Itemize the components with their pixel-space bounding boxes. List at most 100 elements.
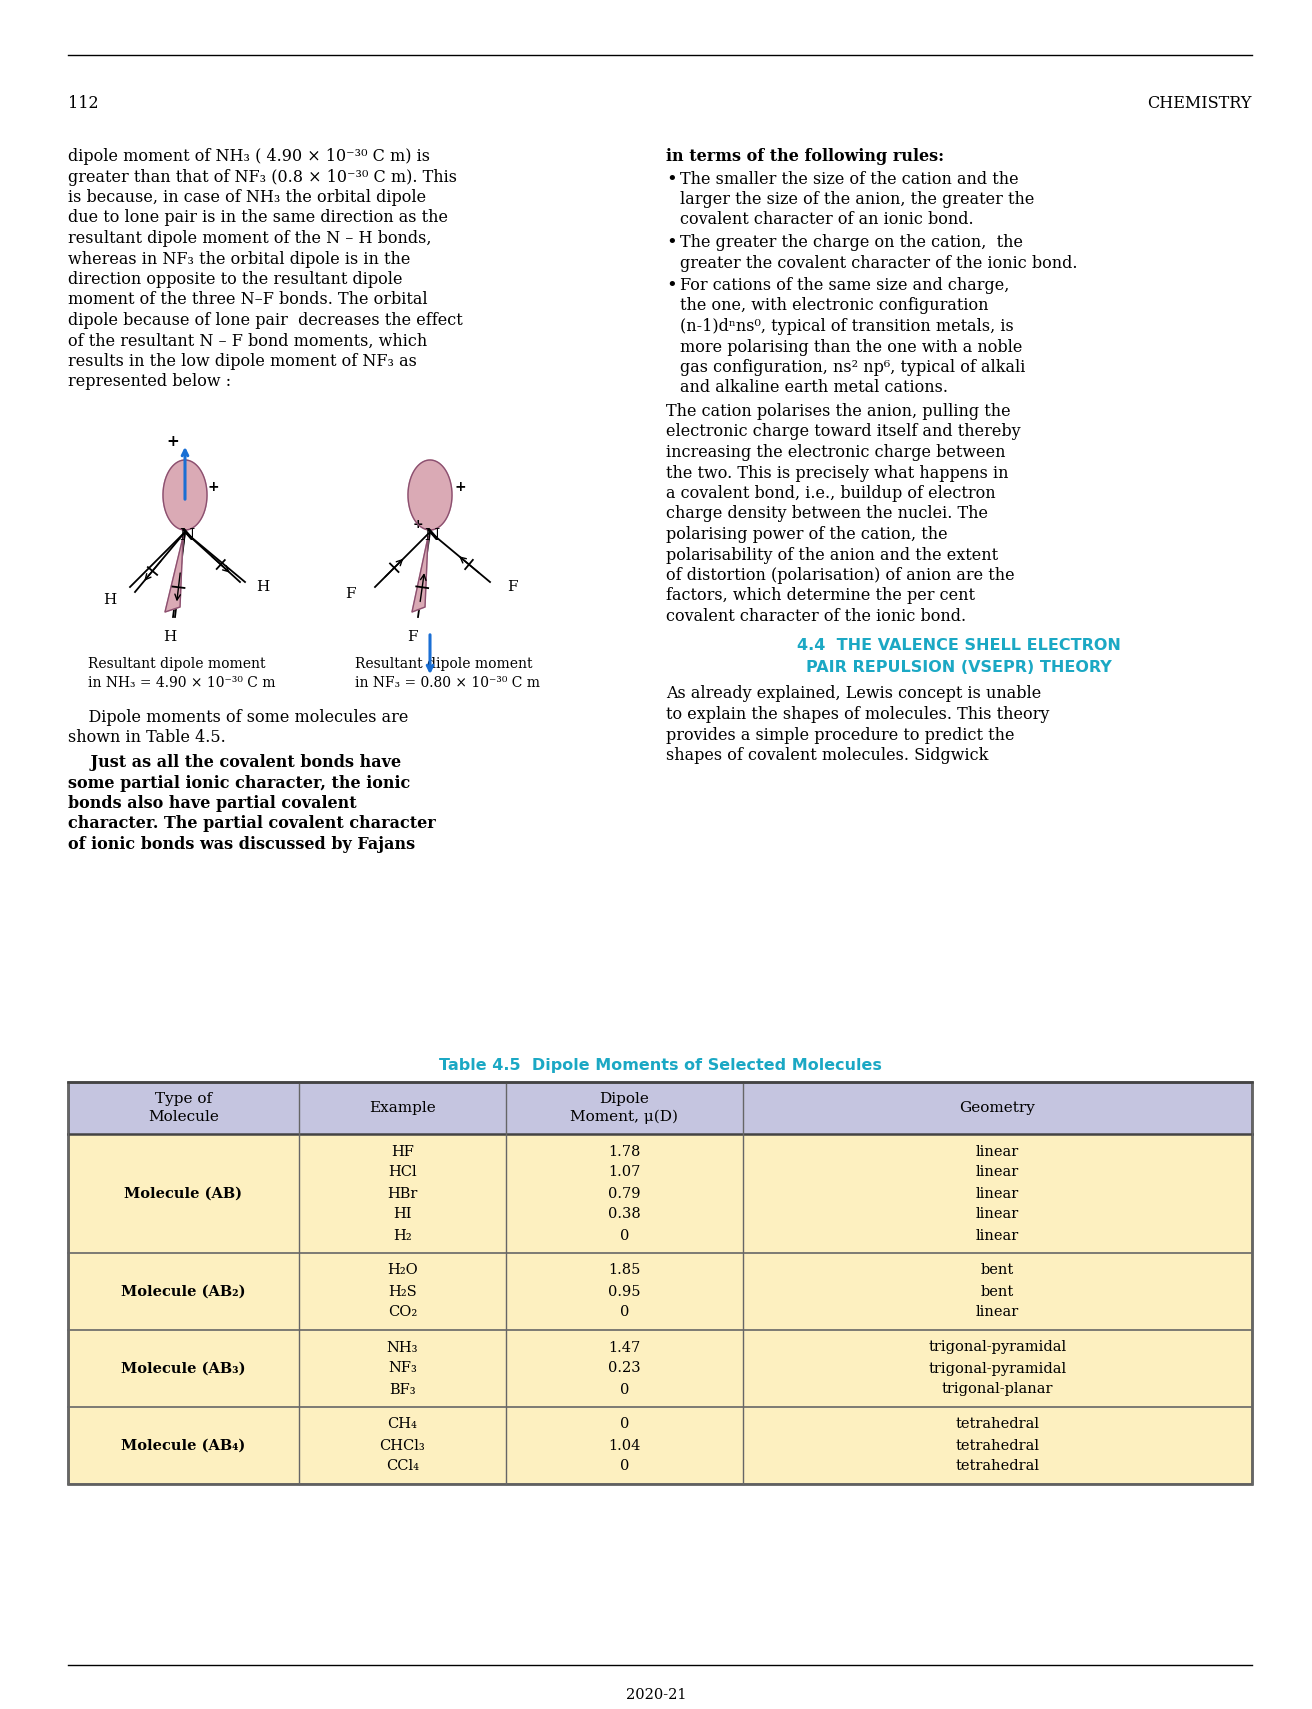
Text: 0: 0: [619, 1229, 630, 1242]
Text: larger the size of the anion, the greater the: larger the size of the anion, the greate…: [680, 191, 1034, 208]
Polygon shape: [412, 537, 428, 612]
Text: N: N: [425, 528, 440, 545]
Text: CHCl₃: CHCl₃: [379, 1439, 425, 1453]
Text: direction opposite to the resultant dipole: direction opposite to the resultant dipo…: [68, 272, 403, 289]
Text: a covalent bond, i.e., buildup of electron: a covalent bond, i.e., buildup of electr…: [666, 485, 996, 502]
Text: 1.47: 1.47: [609, 1340, 640, 1355]
Text: moment of the three N–F bonds. The orbital: moment of the three N–F bonds. The orbit…: [68, 292, 428, 309]
Text: CH₄: CH₄: [387, 1417, 417, 1432]
Text: +: +: [454, 480, 466, 494]
Text: linear: linear: [976, 1186, 1019, 1200]
Text: provides a simple procedure to predict the: provides a simple procedure to predict t…: [666, 726, 1014, 743]
Text: in terms of the following rules:: in terms of the following rules:: [666, 149, 945, 166]
Text: 4.4  THE VALENCE SHELL ELECTRON: 4.4 THE VALENCE SHELL ELECTRON: [798, 639, 1120, 653]
Text: Molecule (AB₄): Molecule (AB₄): [121, 1439, 245, 1453]
Text: shapes of covalent molecules. Sidgwick: shapes of covalent molecules. Sidgwick: [666, 747, 988, 764]
Text: to explain the shapes of molecules. This theory: to explain the shapes of molecules. This…: [666, 706, 1050, 723]
Text: F: F: [506, 579, 517, 595]
Text: polarising power of the cation, the: polarising power of the cation, the: [666, 526, 947, 543]
Text: CCl₄: CCl₄: [386, 1459, 419, 1473]
Text: Resultant dipole moment: Resultant dipole moment: [356, 656, 533, 672]
Text: Dipole moments of some molecules are: Dipole moments of some molecules are: [68, 709, 408, 726]
Text: HCl: HCl: [388, 1166, 417, 1179]
Text: character. The partial covalent character: character. The partial covalent characte…: [68, 815, 436, 832]
Text: 0: 0: [619, 1383, 630, 1396]
Text: trigonal-pyramidal: trigonal-pyramidal: [929, 1362, 1067, 1376]
Text: in NH₃ = 4.90 × 10⁻³⁰ C m: in NH₃ = 4.90 × 10⁻³⁰ C m: [88, 677, 276, 690]
Polygon shape: [408, 460, 453, 530]
Bar: [68, 1253, 1252, 1330]
Text: 1.78: 1.78: [609, 1145, 640, 1159]
Text: bent: bent: [981, 1285, 1014, 1299]
Text: +: +: [207, 480, 219, 494]
Text: results in the low dipole moment of NF₃ as: results in the low dipole moment of NF₃ …: [68, 354, 417, 371]
Text: trigonal-planar: trigonal-planar: [942, 1383, 1054, 1396]
Text: covalent character of the ionic bond.: covalent character of the ionic bond.: [666, 608, 966, 625]
Text: NF₃: NF₃: [388, 1362, 417, 1376]
Text: NH₃: NH₃: [387, 1340, 419, 1355]
Text: BF₃: BF₃: [390, 1383, 416, 1396]
Text: linear: linear: [976, 1166, 1019, 1179]
Text: some partial ionic character, the ionic: some partial ionic character, the ionic: [68, 774, 411, 791]
Bar: [68, 1082, 1252, 1483]
Text: covalent character of an ionic bond.: covalent character of an ionic bond.: [680, 212, 974, 229]
Text: charge density between the nuclei. The: charge density between the nuclei. The: [666, 506, 988, 523]
Text: 0.23: 0.23: [609, 1362, 640, 1376]
Text: 112: 112: [68, 96, 98, 113]
Text: factors, which determine the per cent: factors, which determine the per cent: [666, 588, 975, 605]
Text: Type of
Molecule: Type of Molecule: [148, 1092, 219, 1123]
Text: electronic charge toward itself and thereby: electronic charge toward itself and ther…: [666, 424, 1021, 441]
Text: For cations of the same size and charge,: For cations of the same size and charge,: [680, 277, 1009, 294]
Text: PAIR REPULSION (VSEPR) THEORY: PAIR REPULSION (VSEPR) THEORY: [806, 660, 1111, 675]
Text: 0.79: 0.79: [609, 1186, 640, 1200]
Text: 1.85: 1.85: [609, 1263, 640, 1278]
Text: H₂S: H₂S: [388, 1285, 417, 1299]
Text: resultant dipole moment of the N – H bonds,: resultant dipole moment of the N – H bon…: [68, 231, 432, 248]
Text: CHEMISTRY: CHEMISTRY: [1148, 96, 1252, 113]
Text: H: H: [256, 579, 270, 595]
Text: in NF₃ = 0.80 × 10⁻³⁰ C m: in NF₃ = 0.80 × 10⁻³⁰ C m: [356, 677, 541, 690]
Text: +: +: [413, 518, 424, 530]
Text: H: H: [104, 593, 117, 607]
Text: Dipole
Moment, μ(D): Dipole Moment, μ(D): [571, 1092, 678, 1125]
Text: 0: 0: [619, 1417, 630, 1432]
Text: tetrahedral: tetrahedral: [955, 1439, 1039, 1453]
Text: increasing the electronic charge between: increasing the electronic charge between: [666, 444, 1005, 461]
Bar: [68, 1407, 1252, 1483]
Bar: [68, 1082, 1252, 1135]
Text: HF: HF: [391, 1145, 413, 1159]
Text: due to lone pair is in the same direction as the: due to lone pair is in the same directio…: [68, 210, 447, 227]
Text: gas configuration, ns² np⁶, typical of alkali: gas configuration, ns² np⁶, typical of a…: [680, 359, 1026, 376]
Text: The greater the charge on the cation,  the: The greater the charge on the cation, th…: [680, 234, 1023, 251]
Text: Molecule (AB₂): Molecule (AB₂): [121, 1285, 245, 1299]
Text: polarisability of the anion and the extent: polarisability of the anion and the exte…: [666, 547, 998, 564]
Text: Just as all the covalent bonds have: Just as all the covalent bonds have: [68, 754, 401, 771]
Text: dipole because of lone pair  decreases the effect: dipole because of lone pair decreases th…: [68, 313, 463, 330]
Text: •: •: [666, 234, 677, 251]
Text: tetrahedral: tetrahedral: [955, 1459, 1039, 1473]
Text: 0.38: 0.38: [607, 1208, 640, 1222]
Text: H: H: [164, 631, 177, 644]
Polygon shape: [163, 460, 207, 530]
Bar: [68, 1135, 1252, 1253]
Text: Molecule (AB): Molecule (AB): [125, 1186, 243, 1200]
Text: F: F: [407, 631, 417, 644]
Text: Table 4.5  Dipole Moments of Selected Molecules: Table 4.5 Dipole Moments of Selected Mol…: [438, 1058, 882, 1073]
Text: and alkaline earth metal cations.: and alkaline earth metal cations.: [680, 379, 949, 396]
Text: H₂: H₂: [394, 1229, 412, 1242]
Text: (n-1)dⁿns⁰, typical of transition metals, is: (n-1)dⁿns⁰, typical of transition metals…: [680, 318, 1014, 335]
Text: H₂O: H₂O: [387, 1263, 417, 1278]
Text: +: +: [167, 434, 180, 449]
Text: linear: linear: [976, 1306, 1019, 1319]
Text: Molecule (AB₃): Molecule (AB₃): [121, 1362, 245, 1376]
Text: •: •: [666, 171, 677, 188]
Polygon shape: [165, 537, 182, 612]
Text: the one, with electronic configuration: the one, with electronic configuration: [680, 297, 988, 314]
Text: HI: HI: [394, 1208, 412, 1222]
Text: shown in Table 4.5.: shown in Table 4.5.: [68, 730, 226, 747]
Text: 0: 0: [619, 1306, 630, 1319]
Text: of the resultant N – F bond moments, which: of the resultant N – F bond moments, whi…: [68, 333, 428, 350]
Text: greater than that of NF₃ (0.8 × 10⁻³⁰ C m). This: greater than that of NF₃ (0.8 × 10⁻³⁰ C …: [68, 169, 457, 186]
Text: represented below :: represented below :: [68, 374, 231, 390]
Text: dipole moment of NH₃ ( 4.90 × 10⁻³⁰ C m) is: dipole moment of NH₃ ( 4.90 × 10⁻³⁰ C m)…: [68, 149, 430, 166]
